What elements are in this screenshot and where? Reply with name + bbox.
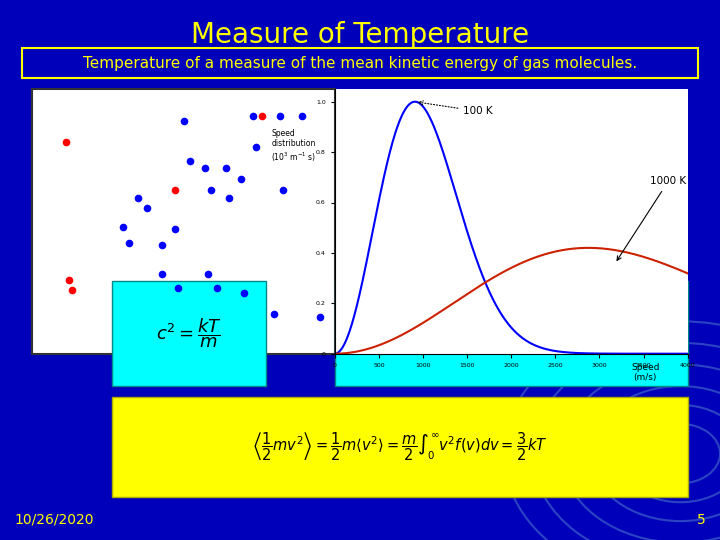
Text: Speed
(m/s): Speed (m/s): [631, 363, 660, 382]
Text: $c^2 = \dfrac{kT}{m}$: $c^2 = \dfrac{kT}{m}$: [156, 316, 222, 350]
Bar: [112, 397, 688, 497]
Text: 1000 K: 1000 K: [617, 177, 686, 260]
Text: $\left\langle \dfrac{1}{2}mv^2 \right\rangle = \dfrac{1}{2}m\langle v^2 \rangle : $\left\langle \dfrac{1}{2}mv^2 \right\ra…: [252, 431, 547, 463]
Text: 100 K: 100 K: [419, 101, 493, 116]
Bar: [32, 89, 335, 354]
Text: Temperature of a measure of the mean kinetic energy of gas molecules.: Temperature of a measure of the mean kin…: [83, 56, 637, 71]
Bar: [112, 281, 266, 386]
Text: 5: 5: [697, 512, 706, 526]
Text: Measure of Temperature: Measure of Temperature: [191, 21, 529, 49]
Bar: [335, 281, 688, 386]
Text: 10/26/2020: 10/26/2020: [14, 512, 94, 526]
Text: $f(v)dv \propto v^2 e^{(-v\,/c)^2}\, dv$: $f(v)dv \propto v^2 e^{(-v\,/c)^2}\, dv$: [431, 321, 591, 346]
Text: Speed
distribution
$(10^3$ m$^{-1}$ s): Speed distribution $(10^3$ m$^{-1}$ s): [271, 129, 317, 164]
Bar: [22, 48, 698, 78]
